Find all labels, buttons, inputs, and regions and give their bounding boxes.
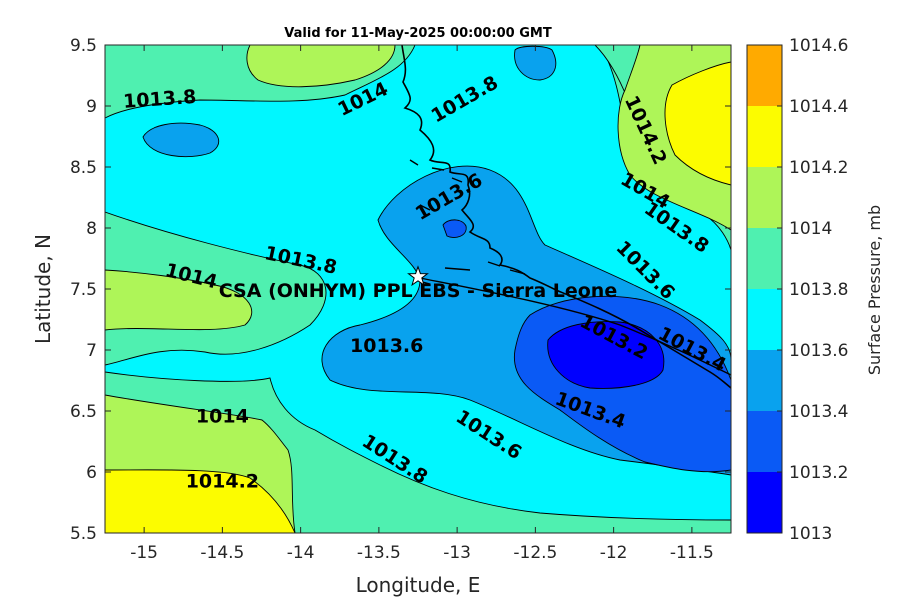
y-tick-label: 7: [86, 341, 97, 361]
y-axis-title: Latitude, N: [31, 234, 55, 344]
colorbar-swatch: [747, 167, 782, 228]
x-tick-label: -12: [600, 543, 628, 563]
y-axis: 5.5 6 6.5 7 7.5 8 8.5 9 9.5: [70, 36, 731, 544]
contour-label: 1013.8: [122, 86, 197, 113]
band-1013-1013.2: [547, 321, 665, 389]
colorbar-swatch: [747, 289, 782, 350]
contour-label: 1014: [196, 406, 249, 428]
coastline-islands: [409, 159, 526, 285]
band-1014.2-1014.4: [105, 61, 731, 533]
colorbar-swatch: [747, 45, 782, 106]
x-axis-title: Longitude, E: [356, 573, 481, 597]
plot-title: Valid for 11-May-2025 00:00:00 GMT: [284, 26, 552, 41]
x-tick-label: -13: [443, 543, 471, 563]
colorbar-tick-label: 1013.6: [789, 341, 848, 361]
colorbar-tick-label: 1014.2: [789, 158, 848, 178]
y-tick-label: 8.5: [70, 158, 97, 178]
colorbar-swatch: [747, 411, 782, 472]
colorbar-tick-label: 1013.4: [789, 402, 848, 422]
station-star-icon: [407, 265, 429, 287]
station-label: CSA (ONHYM) PPL EBS - Sierra Leone: [219, 280, 617, 302]
colorbar-title: Surface Pressure, mb: [865, 205, 884, 375]
colorbar-swatch: [747, 472, 782, 533]
plot-area: [105, 45, 731, 533]
colorbar-tick-label: 1013.2: [789, 463, 848, 483]
transect-line: [419, 277, 731, 376]
coastline: [401, 45, 731, 389]
colorbar-tick-label: 1013.8: [789, 280, 848, 300]
y-tick-label: 5.5: [70, 524, 97, 544]
x-axis: -15 -14.5 -14 -13.5 -13 -12.5 -12 -11.5: [130, 45, 714, 563]
station-layer: CSA (ONHYM) PPL EBS - Sierra Leone: [219, 265, 617, 302]
y-tick-label: 8: [86, 219, 97, 239]
y-tick-label: 7.5: [70, 280, 97, 300]
colorbar-tick-label: 1014: [789, 219, 832, 239]
colorbar-tick-label: 1014.4: [789, 97, 848, 117]
x-tick-label: -14: [287, 543, 315, 563]
x-tick-label: -14.5: [200, 543, 244, 563]
y-tick-label: 9.5: [70, 36, 97, 56]
y-tick-label: 6.5: [70, 402, 97, 422]
x-tick-label: -12.5: [513, 543, 557, 563]
contour-label: 1014.2: [186, 470, 259, 492]
x-tick-label: -11.5: [670, 543, 714, 563]
y-tick-label: 9: [86, 97, 97, 117]
x-tick-label: -13.5: [357, 543, 401, 563]
x-tick-label: -15: [130, 543, 158, 563]
colorbar-swatch: [747, 350, 782, 411]
colorbar-tick-label: 1013: [789, 524, 832, 544]
colorbar-tick-label: 1014.6: [789, 36, 848, 56]
colorbar-swatch: [747, 228, 782, 289]
contour-label: 1013.6: [350, 335, 423, 357]
colorbar: 1013 1013.2 1013.4 1013.6 1013.8 1014 1014.2 10…: [746, 36, 848, 544]
colorbar-swatch: [747, 106, 782, 167]
y-tick-label: 6: [86, 463, 97, 483]
